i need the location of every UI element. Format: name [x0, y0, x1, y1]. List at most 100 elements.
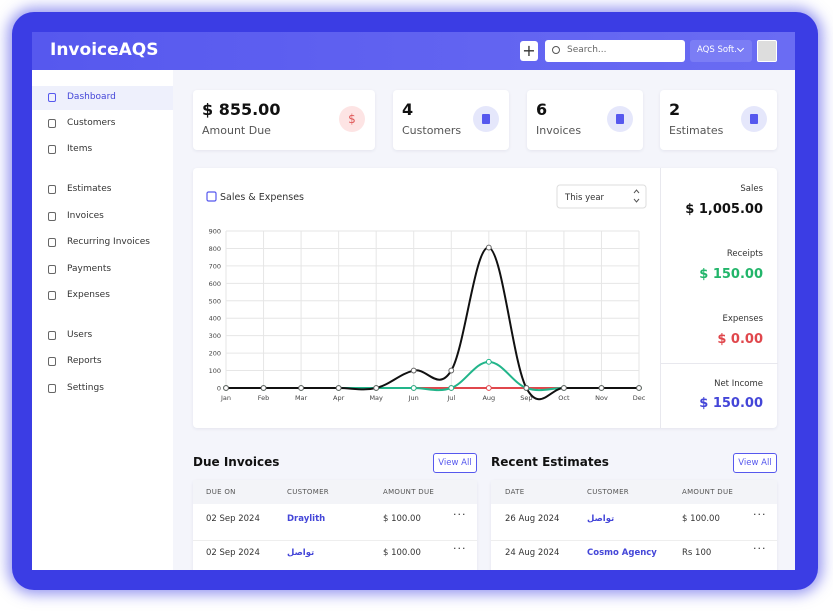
- y-tick-label: 600: [209, 280, 221, 288]
- row-menu[interactable]: ···: [753, 542, 767, 555]
- nav-item[interactable]: Payments: [32, 258, 173, 282]
- nav-item[interactable]: Users: [32, 324, 173, 348]
- data-point: [636, 385, 642, 391]
- icon-glyph: [482, 114, 490, 124]
- nav-icon: [48, 145, 56, 154]
- nav-item[interactable]: Estimates: [32, 178, 173, 202]
- stat-card: $ 855.00 Amount Due $: [193, 90, 375, 150]
- row-menu[interactable]: ···: [753, 508, 767, 521]
- table-cell: $ 100.00: [383, 548, 421, 558]
- nav-icon: [48, 265, 56, 274]
- customer-link[interactable]: Cosmo Agency: [587, 548, 657, 558]
- icon-glyph: [616, 114, 624, 124]
- search-box[interactable]: Search...: [545, 40, 685, 62]
- nav-item[interactable]: Settings: [32, 377, 173, 401]
- column-header: DUE ON: [206, 488, 236, 496]
- stat-icon: $: [339, 106, 365, 132]
- customer-link[interactable]: Draylith: [287, 514, 326, 524]
- view-all-button[interactable]: View All: [433, 453, 477, 473]
- data-point: [485, 385, 492, 391]
- data-point: [598, 385, 605, 391]
- data-point: [485, 358, 492, 365]
- table: DUE ON CUSTOMER AMOUNT DUE 02 Sep 2024 Drayl…: [193, 480, 477, 570]
- stat-label: Amount Due: [202, 124, 271, 137]
- row-divider: [193, 540, 477, 541]
- y-tick-label: 700: [209, 262, 221, 270]
- stat-label: Invoices: [536, 124, 582, 137]
- nav-item[interactable]: Expenses: [32, 284, 173, 308]
- y-tick-label: 500: [209, 297, 221, 305]
- divider: [661, 363, 778, 364]
- column-header: DATE: [505, 488, 525, 496]
- row-menu[interactable]: ···: [453, 542, 467, 555]
- chevron: [736, 44, 745, 53]
- nav-label: Settings: [67, 383, 104, 393]
- y-tick-label: 300: [209, 332, 221, 340]
- table-header-row: [193, 480, 477, 504]
- data-point: [298, 385, 304, 391]
- add-button[interactable]: +: [520, 41, 538, 61]
- column-header: CUSTOMER: [287, 488, 329, 496]
- table-header-row: [491, 480, 777, 504]
- section-title: Recent Estimates: [491, 455, 609, 469]
- x-tick-label: Nov: [595, 394, 608, 402]
- nav-icon: [48, 119, 56, 128]
- column-header: AMOUNT DUE: [383, 488, 435, 496]
- stat-label: Customers: [402, 124, 462, 137]
- view-all-button[interactable]: View All: [733, 453, 777, 473]
- x-tick-label: Apr: [333, 394, 345, 402]
- nav-item[interactable]: Reports: [32, 350, 173, 374]
- data-point: [561, 385, 567, 391]
- nav-item[interactable]: Dashboard: [32, 86, 173, 110]
- section-title: Due Invoices: [193, 455, 280, 469]
- stat-icon: [607, 106, 633, 132]
- select-arrows: [633, 189, 640, 203]
- y-tick-label: 100: [209, 367, 221, 375]
- nav-item[interactable]: Recurring Invoices: [32, 231, 173, 255]
- summary-label: Sales: [740, 184, 763, 194]
- avatar[interactable]: [757, 40, 777, 62]
- nav-icon: [48, 93, 56, 102]
- x-tick-label: Feb: [258, 394, 270, 402]
- nav-item[interactable]: Invoices: [32, 205, 173, 229]
- chart-title: Sales & Expenses: [220, 192, 304, 203]
- icon-glyph: [750, 114, 758, 124]
- table-cell: 24 Aug 2024: [505, 548, 560, 558]
- column-header: AMOUNT DUE: [682, 488, 734, 496]
- customer-link[interactable]: تواصل: [287, 548, 315, 558]
- x-tick-label: Jan: [220, 394, 231, 402]
- x-tick-label: Oct: [558, 394, 570, 402]
- row-menu[interactable]: ···: [453, 508, 467, 521]
- company-selector[interactable]: AQS Soft.: [690, 40, 752, 62]
- stat-icon: [473, 106, 499, 132]
- customer-link[interactable]: تواصل: [587, 514, 615, 524]
- series-line: [226, 360, 639, 392]
- stat-label: Estimates: [669, 124, 724, 137]
- data-point: [485, 244, 492, 251]
- chart-icon: [206, 191, 217, 202]
- nav-label: Estimates: [67, 184, 112, 194]
- nav-icon: [48, 331, 56, 340]
- search-icon: [552, 46, 560, 54]
- summary-label: Receipts: [726, 249, 763, 259]
- table-cell: $ 100.00: [682, 514, 720, 524]
- x-tick-label: Dec: [633, 394, 646, 402]
- x-tick-label: Sep: [520, 394, 532, 402]
- stat-icon: [741, 106, 767, 132]
- nav-label: Recurring Invoices: [67, 237, 150, 247]
- y-tick-label: 900: [209, 228, 221, 236]
- sidebar: Dashboard Customers Items Estimates Invoices…: [32, 70, 173, 570]
- x-tick-label: Mar: [295, 394, 308, 402]
- series-line: [226, 246, 639, 401]
- nav-item[interactable]: Items: [32, 138, 173, 162]
- summary-amount: $ 150.00: [699, 267, 763, 282]
- period-select[interactable]: [556, 184, 647, 209]
- y-tick-label: 0: [217, 385, 221, 393]
- nav-icon: [48, 384, 56, 393]
- nav-item[interactable]: Customers: [32, 112, 173, 136]
- data-point: [448, 367, 455, 374]
- chart: Sales & Expenses This year 0 100 200 300 400 50…: [206, 184, 647, 402]
- app-window: InvoiceAQS + Search... AQS Soft. Dashboard Cu…: [32, 32, 795, 570]
- stat-value: 4: [402, 100, 414, 119]
